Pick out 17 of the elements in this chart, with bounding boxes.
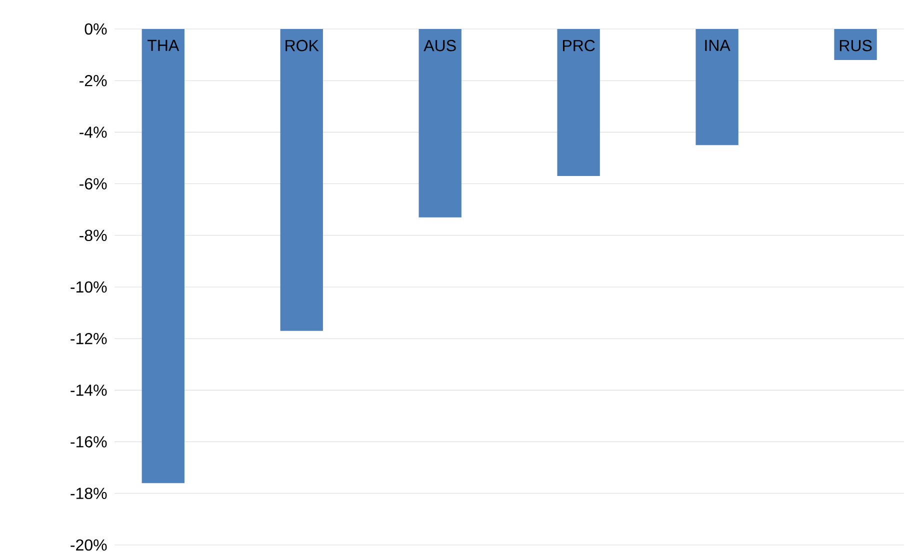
x-tick-label: AUS: [424, 40, 456, 52]
y-tick-label: -6%: [80, 178, 107, 190]
x-tick-label: PRC: [563, 40, 595, 52]
x-tick-label: RUS: [840, 40, 872, 52]
y-tick-label: -16%: [70, 436, 107, 448]
y-tick-label: -12%: [70, 332, 107, 344]
x-tick-label: INA: [705, 40, 730, 51]
y-tick-label: -14%: [70, 384, 107, 396]
x-tick-label: ROK: [286, 40, 319, 52]
y-tick-label: -10%: [70, 281, 107, 293]
y-tick-label: -18%: [70, 488, 107, 500]
y-tick-label: -20%: [70, 539, 107, 551]
y-tick-label: -8%: [80, 230, 107, 242]
x-tick-label: THA: [148, 40, 180, 51]
y-tick-label: -2%: [80, 74, 107, 86]
y-tick-label: 0%: [84, 23, 107, 35]
y-tick-label: -4%: [80, 126, 107, 138]
